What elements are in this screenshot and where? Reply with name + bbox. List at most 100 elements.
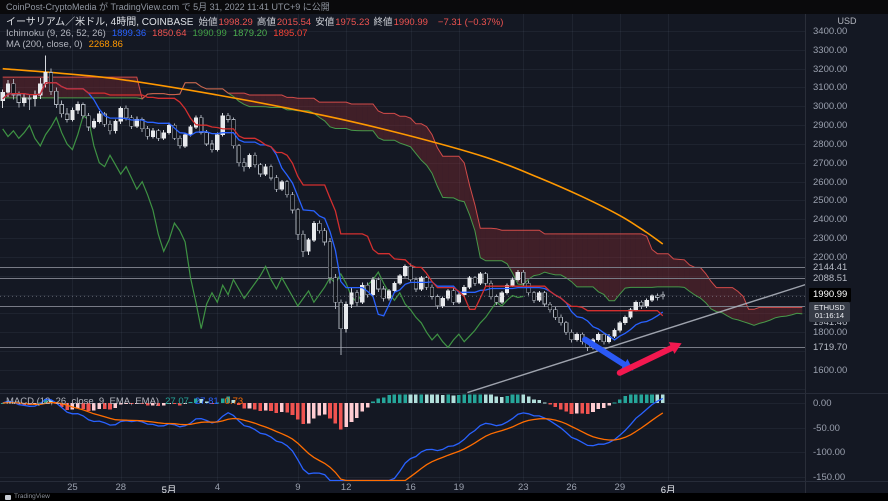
footer-bar: TradingView (0, 493, 888, 501)
price-tick-label: 2900.00 (813, 120, 848, 132)
price-tick-label: 3000.00 (813, 101, 848, 113)
tradingview-logo-icon[interactable] (5, 494, 11, 500)
price-tick-label: 2700.00 (813, 157, 848, 169)
ohlc-value: 2015.54 (276, 17, 312, 28)
time-label: 6月 (660, 485, 676, 496)
ichimoku-value: 1990.99 (192, 28, 227, 39)
ichimoku-span-lines (2, 76, 803, 326)
level-price-label: 2144.41 (813, 262, 848, 274)
macd-legend-row[interactable]: MACD (12, 26, close, 9, EMA, EMA) 27.07 2… (6, 396, 243, 407)
price-tick-label: 2600.00 (813, 176, 848, 188)
ichimoku-cloud (2, 77, 803, 326)
ichimoku-value: 1850.64 (152, 28, 187, 39)
ichimoku-title: Ichimoku (9, 26, 52, 26) (6, 28, 106, 39)
macd-values: 27.07 27.81 0.73 (164, 396, 243, 407)
ohlc-value: 1998.29 (218, 17, 253, 28)
level-price-label: 2088.51 (813, 272, 848, 284)
time-label: 25 (67, 482, 78, 493)
pane-separator[interactable] (0, 393, 888, 394)
time-label: 26 (566, 482, 577, 493)
candles (0, 55, 665, 355)
macd-histogram (0, 394, 665, 430)
time-label: 16 (405, 482, 416, 493)
trendline[interactable] (467, 282, 811, 394)
time-label: 4 (214, 482, 220, 493)
symbol-badge-countdown: 01:16:14 (814, 311, 845, 321)
time-label: 29 (614, 482, 626, 493)
change-value: −7.31 (−0.37%) (437, 17, 504, 28)
price-tick-label: 1600.00 (813, 364, 848, 376)
ma-legend-row[interactable]: MA (200, close, 0) 2268.86 (6, 39, 503, 50)
publish-text: CoinPost-CryptoMedia が TradingView.com で… (6, 2, 330, 12)
time-label: 28 (115, 482, 127, 493)
price-tick-label: 3200.00 (813, 63, 848, 75)
symbol-badge-symbol: ETHUSD (814, 303, 845, 313)
macd-value: 27.81 (194, 396, 219, 407)
price-tick-label: 3300.00 (813, 44, 848, 56)
ohlc-pair: 安値 1975.23 (315, 17, 369, 28)
time-label: 19 (453, 482, 465, 493)
red-arrow (616, 345, 675, 376)
time-label: 5月 (161, 485, 177, 496)
ohlc-value: 1975.23 (335, 17, 370, 28)
ichimoku-value: 1899.36 (111, 28, 147, 39)
level-price-label: 1719.70 (813, 342, 848, 354)
price-tick-label: 2500.00 (813, 195, 848, 207)
symbol-legend-row[interactable]: イーサリアム／米ドル, 4時間, COINBASE 始値 1998.29 高値 201… (6, 17, 503, 28)
tradingview-brand[interactable]: TradingView (14, 493, 50, 500)
symbol-title: イーサリアム／米ドル, 4時間, COINBASE (6, 17, 194, 28)
macd-legend: MACD (12, 26, close, 9, EMA, EMA) 27.07 2… (6, 396, 243, 407)
ma-value: 2268.86 (88, 39, 123, 50)
red-arrow-head (668, 342, 682, 354)
price-tick-label: 3100.00 (813, 82, 848, 94)
price-tick-label: 1800.00 (813, 327, 848, 339)
price-tick-label: 2400.00 (813, 214, 848, 226)
ichimoku-values: 1899.36 1850.64 1990.99 1879.20 1895.07 (111, 28, 308, 39)
ichimoku-legend-row[interactable]: Ichimoku (9, 26, 52, 26) 1899.36 1850.64 1… (6, 28, 503, 39)
macd-title: MACD (12, 26, close, 9, EMA, EMA) (6, 396, 160, 407)
axis-currency-label: USD (837, 16, 857, 26)
ichimoku-value: 1895.07 (273, 28, 308, 39)
macd-tick-label: -50.00 (813, 422, 840, 434)
time-label: 9 (295, 482, 301, 493)
macd-tick-label: -150.00 (813, 471, 846, 483)
macd-value: 0.73 (224, 396, 244, 407)
price-tick-label: 2200.00 (813, 251, 848, 263)
blue-arrow (582, 336, 627, 368)
level-price-label: 1941.46 (813, 316, 848, 328)
ohlc-values: 始値 1998.29 高値 2015.54 安値 1975.23 終値 1990.99 (198, 17, 431, 28)
price-tick-label: 2800.00 (813, 138, 848, 150)
chikou-line (2, 114, 524, 349)
price-axis[interactable]: USD 1990.99 ETHUSD 01:16:14 3400.00 3300.… (805, 14, 888, 493)
time-label: 12 (340, 482, 352, 493)
time-axis[interactable]: 25 28 5月 4 9 12 16 19 23 26 29 6月 (0, 481, 805, 496)
tenkan-kijun-lines (2, 82, 664, 341)
macd-tick-label: -100.00 (813, 447, 846, 459)
last-price-badge: 1990.99 (809, 288, 852, 303)
ohlc-pair: 始値 1998.29 (198, 17, 252, 28)
ohlc-label: 始値 (198, 17, 218, 28)
time-label: 23 (517, 482, 529, 493)
publish-bar[interactable]: CoinPost-CryptoMedia が TradingView.com で… (0, 0, 888, 14)
ichimoku-value: 1879.20 (232, 28, 268, 39)
price-tick-label: 2300.00 (813, 233, 848, 245)
ohlc-label: 高値 (256, 17, 276, 28)
legend: イーサリアム／米ドル, 4時間, COINBASE 始値 1998.29 高値 201… (6, 17, 503, 50)
time-axis-separator (0, 481, 888, 482)
macd-value: 27.07 (165, 396, 189, 407)
ohlc-label: 安値 (315, 17, 335, 28)
grid (0, 14, 805, 481)
symbol-countdown-badge: ETHUSD 01:16:14 (809, 302, 850, 323)
ohlc-label: 終値 (373, 17, 393, 28)
price-tick-label: 3400.00 (813, 26, 848, 37)
ohlc-pair: 終値 1990.99 (374, 17, 428, 28)
annotation-arrows[interactable] (582, 336, 682, 376)
macd-tick-label: 0.00 (813, 398, 832, 409)
macd-lines (2, 397, 664, 482)
ma-title: MA (200, close, 0) (6, 39, 83, 50)
ohlc-pair: 高値 2015.54 (257, 17, 311, 28)
ohlc-value: 1990.99 (393, 17, 428, 28)
ma200-line[interactable] (2, 67, 664, 245)
